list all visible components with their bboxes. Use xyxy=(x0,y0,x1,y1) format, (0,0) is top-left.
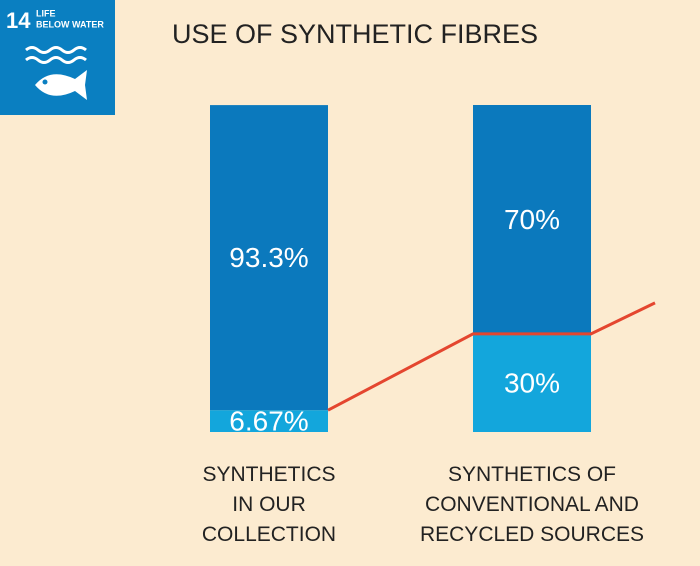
badge-number: 14 xyxy=(6,8,31,33)
bar-segment xyxy=(473,105,591,334)
data-label: 6.67% xyxy=(229,405,308,436)
bar-segment xyxy=(210,105,328,411)
waves-icon xyxy=(25,46,87,64)
chart-title: USE OF SYNTHETIC FIBRES xyxy=(172,19,538,49)
badge-label: LIFE xyxy=(36,8,56,18)
bar-segment xyxy=(210,410,328,432)
fish-eye xyxy=(42,79,48,85)
fish-icon xyxy=(35,70,87,100)
x-tick-label: SYNTHETICS IN OUR COLLECTION xyxy=(201,463,337,546)
bar-segment xyxy=(473,333,591,432)
x-tick-label: SYNTHETICS OF CONVENTIONAL AND RECYCLED … xyxy=(419,463,645,546)
sdg-badge: 14 LIFE BELOW WATER xyxy=(0,0,115,115)
connector-line xyxy=(327,301,656,412)
data-label: 30% xyxy=(504,367,560,398)
data-label: 93.3% xyxy=(229,242,308,273)
badge-label: BELOW WATER xyxy=(36,19,104,29)
data-label: 70% xyxy=(504,204,560,235)
